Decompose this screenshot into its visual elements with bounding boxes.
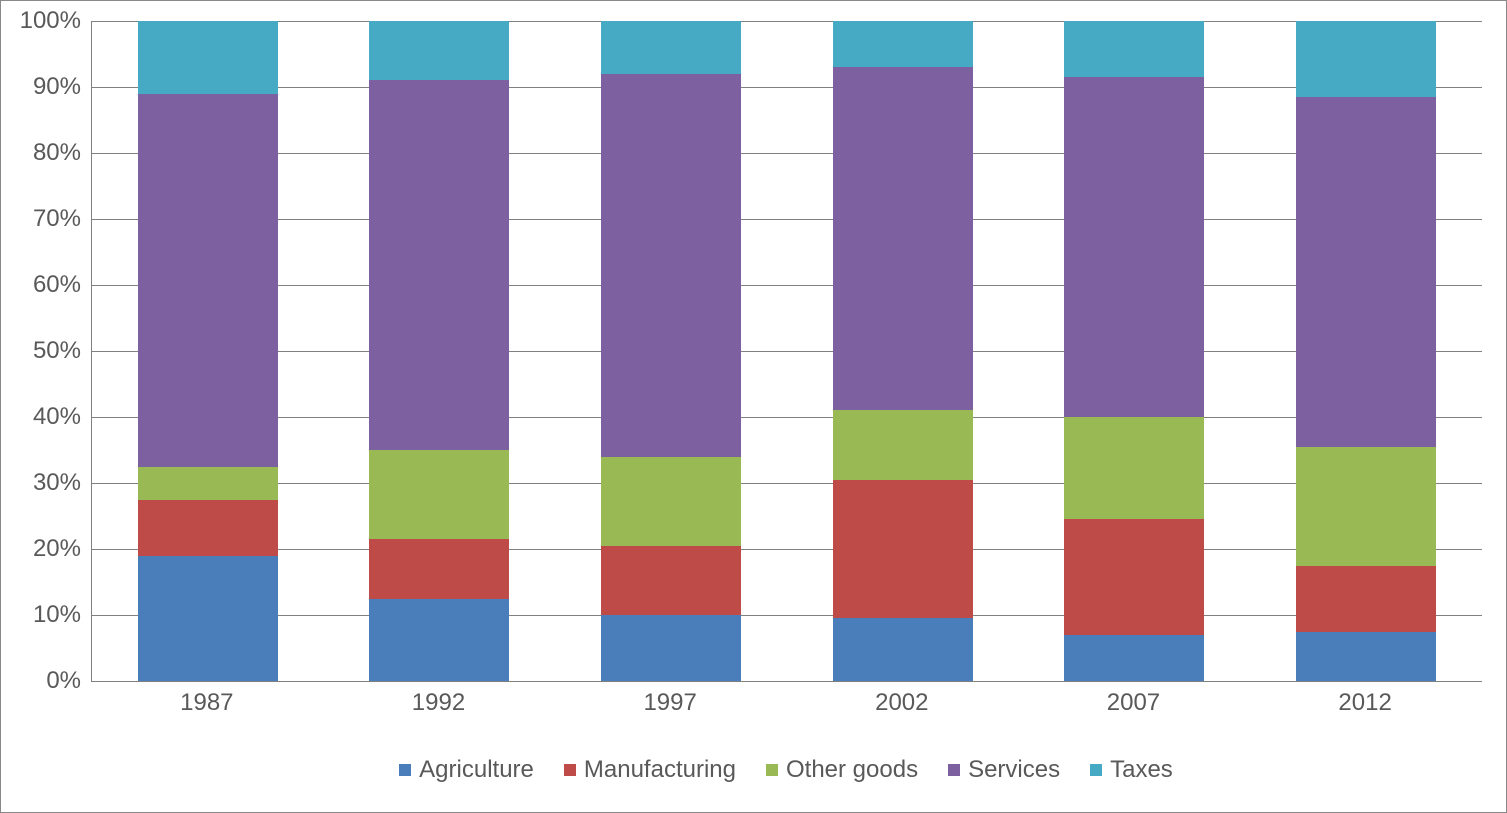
legend-item-other-goods: Other goods [766,756,918,784]
legend-label: Manufacturing [584,756,736,784]
stacked-bar-chart: 0% 10% 20% 30% 40% 50% 60% 70% 80% 90% 1… [0,0,1507,813]
bar-segment-manufacturing [1296,566,1436,632]
bar-segment-services [1296,97,1436,447]
y-tick-70: 70% [11,205,81,233]
legend: Agriculture Manufacturing Other goods Se… [91,756,1481,784]
bar-segment-manufacturing [1064,519,1204,635]
bar-group [138,21,278,681]
bar-segment-agriculture [138,556,278,681]
bar-segment-other-goods [369,450,509,539]
y-tick-90: 90% [11,73,81,101]
x-axis-labels: 1987 1992 1997 2002 2007 2012 [91,689,1481,717]
bar-segment-agriculture [369,599,509,682]
legend-item-agriculture: Agriculture [399,756,534,784]
y-tick-40: 40% [11,403,81,431]
bar-group [601,21,741,681]
bar-segment-taxes [601,21,741,74]
bar-segment-taxes [833,21,973,67]
y-tick-10: 10% [11,601,81,629]
bar-group [1064,21,1204,681]
bar-segment-manufacturing [601,546,741,615]
bar-segment-manufacturing [138,500,278,556]
bar-segment-services [138,94,278,467]
y-tick-50: 50% [11,337,81,365]
bar-segment-other-goods [601,457,741,546]
bar-segment-other-goods [1296,447,1436,566]
bar-segment-other-goods [138,467,278,500]
legend-swatch [399,764,411,776]
legend-label: Agriculture [419,756,534,784]
legend-label: Other goods [786,756,918,784]
bar-segment-taxes [1296,21,1436,97]
x-label: 1997 [600,689,740,717]
bar-segment-services [369,80,509,450]
bar-segment-agriculture [1296,632,1436,682]
bar-segment-taxes [1064,21,1204,77]
legend-label: Services [968,756,1060,784]
y-tick-20: 20% [11,535,81,563]
bar-group [369,21,509,681]
y-tick-100: 100% [11,7,81,35]
legend-swatch [948,764,960,776]
bar-segment-services [833,67,973,410]
y-tick-80: 80% [11,139,81,167]
bar-segment-services [1064,77,1204,417]
legend-swatch [1090,764,1102,776]
bar-segment-agriculture [1064,635,1204,681]
x-label: 2002 [832,689,972,717]
legend-item-services: Services [948,756,1060,784]
x-label: 2012 [1295,689,1435,717]
y-tick-30: 30% [11,469,81,497]
bar-group [833,21,973,681]
x-label: 1987 [137,689,277,717]
bar-segment-manufacturing [369,539,509,598]
y-tick-0: 0% [11,667,81,695]
bar-segment-services [601,74,741,457]
bar-segment-other-goods [833,410,973,479]
legend-label: Taxes [1110,756,1173,784]
x-label: 2007 [1063,689,1203,717]
x-label: 1992 [368,689,508,717]
bar-segment-manufacturing [833,480,973,619]
legend-swatch [766,764,778,776]
bar-segment-taxes [138,21,278,94]
legend-swatch [564,764,576,776]
y-tick-60: 60% [11,271,81,299]
bar-segment-agriculture [601,615,741,681]
bar-group [1296,21,1436,681]
plot-area [91,21,1482,682]
legend-item-taxes: Taxes [1090,756,1173,784]
bar-segment-other-goods [1064,417,1204,519]
bar-segment-agriculture [833,618,973,681]
bar-segment-taxes [369,21,509,80]
legend-item-manufacturing: Manufacturing [564,756,736,784]
bars-layer [92,21,1482,681]
